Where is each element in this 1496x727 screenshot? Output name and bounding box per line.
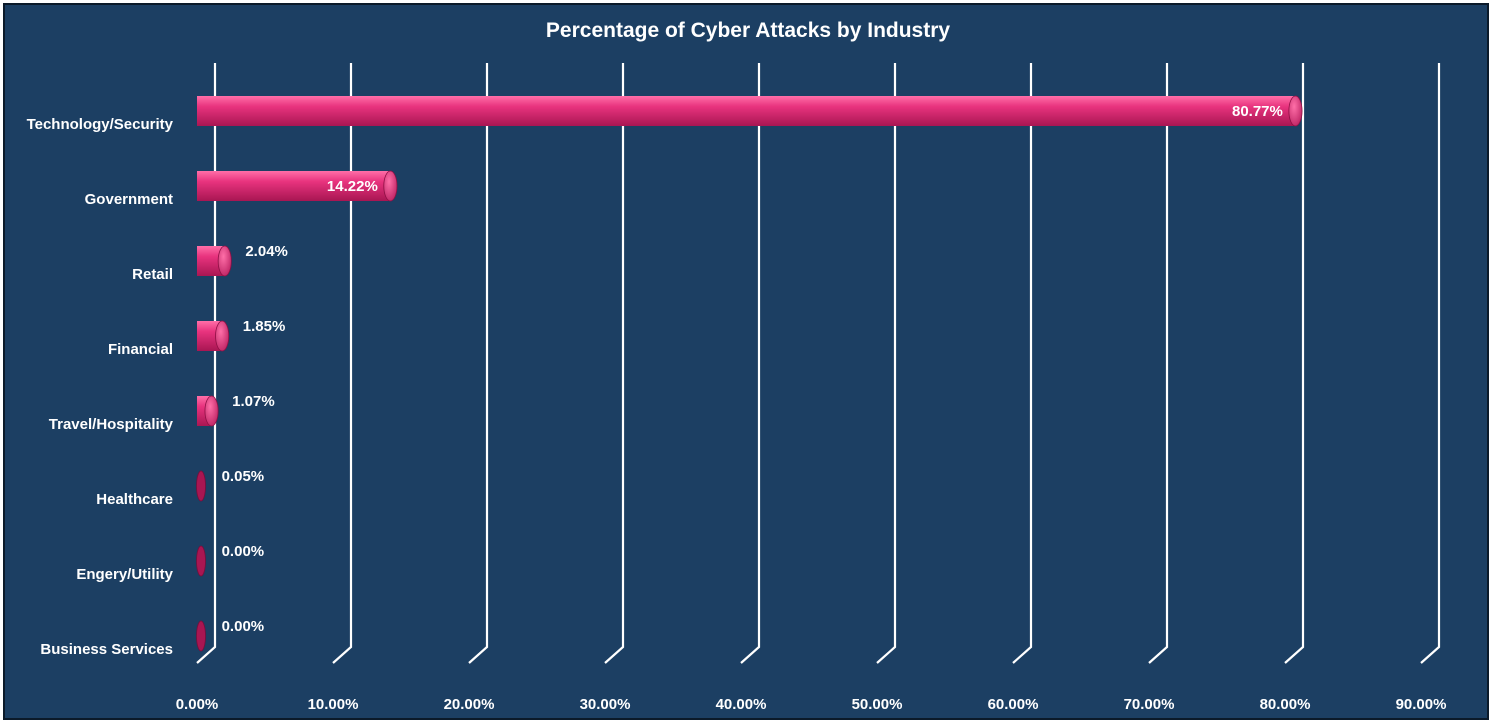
category-label: Engery/Utility: [76, 566, 173, 583]
bar: 1.85%: [197, 318, 286, 352]
data-label: 0.00%: [222, 618, 265, 635]
gridline: [740, 63, 761, 664]
x-tick-label: 90.00%: [1396, 696, 1447, 713]
bar-cap: [383, 170, 398, 202]
bar: 0.00%: [196, 618, 265, 652]
category-label: Retail: [132, 266, 173, 283]
category-label: Financial: [108, 341, 173, 358]
data-label: 0.05%: [222, 468, 265, 485]
gridline: [1420, 63, 1441, 664]
category-label: Healthcare: [96, 491, 173, 508]
chart-frame: Percentage of Cyber Attacks by Industry …: [3, 3, 1489, 720]
category-label: Technology/Security: [27, 116, 174, 133]
chart-svg: Percentage of Cyber Attacks by Industry …: [27, 19, 1447, 713]
x-tick-label: 70.00%: [1124, 696, 1175, 713]
gridline: [604, 63, 625, 664]
x-tick-label: 0.00%: [176, 696, 219, 713]
chart-title: Percentage of Cyber Attacks by Industry: [546, 19, 950, 42]
data-label: 80.77%: [1232, 103, 1283, 120]
data-label: 1.07%: [232, 393, 275, 410]
gridline: [1284, 63, 1305, 664]
bar-body: [197, 171, 397, 201]
bar: 0.05%: [196, 468, 265, 502]
bar: 2.04%: [197, 243, 288, 277]
bar-body: [197, 96, 1303, 127]
x-tick-label: 30.00%: [580, 696, 631, 713]
bar: 0.00%: [196, 543, 265, 577]
x-tick-label: 20.00%: [444, 696, 495, 713]
x-axis-ticks: 0.00% 10.00% 20.00% 30.00% 40.00% 50.00% 60.00…: [176, 696, 1447, 713]
category-label: Travel/Hospitality: [49, 416, 174, 433]
data-label: 2.04%: [245, 243, 288, 260]
x-tick-label: 80.00%: [1260, 696, 1311, 713]
data-label: 0.00%: [222, 543, 265, 560]
bar: 1.07%: [197, 393, 275, 427]
bar: 14.22%: [197, 170, 398, 202]
x-tick-label: 40.00%: [716, 696, 767, 713]
category-label: Government: [85, 191, 173, 208]
x-tick-label: 10.00%: [308, 696, 359, 713]
bar-cap: [204, 395, 219, 427]
bar-cap: [1288, 95, 1303, 127]
y-axis-labels: Technology/Security Government Retail Finan…: [27, 116, 174, 658]
x-tick-label: 50.00%: [852, 696, 903, 713]
bar-cap: [196, 545, 206, 577]
gridlines: [196, 63, 1441, 664]
x-tick-label: 60.00%: [988, 696, 1039, 713]
gridline: [468, 63, 489, 664]
bar: 80.77%: [197, 95, 1303, 127]
data-label: 14.22%: [327, 178, 378, 195]
bar-cap: [196, 620, 206, 652]
gridline: [1012, 63, 1033, 664]
bar-cap: [196, 470, 206, 502]
bar-cap: [217, 245, 232, 277]
gridline: [876, 63, 897, 664]
gridline: [1148, 63, 1169, 664]
gridline: [332, 63, 353, 664]
data-label: 1.85%: [243, 318, 286, 335]
bar-cap: [215, 320, 230, 352]
bars: 80.77% 14.22% 2.04% 1.85% 1.07% 0.05% 0.00% 0.0…: [196, 95, 1303, 652]
category-label: Business Services: [40, 641, 173, 658]
